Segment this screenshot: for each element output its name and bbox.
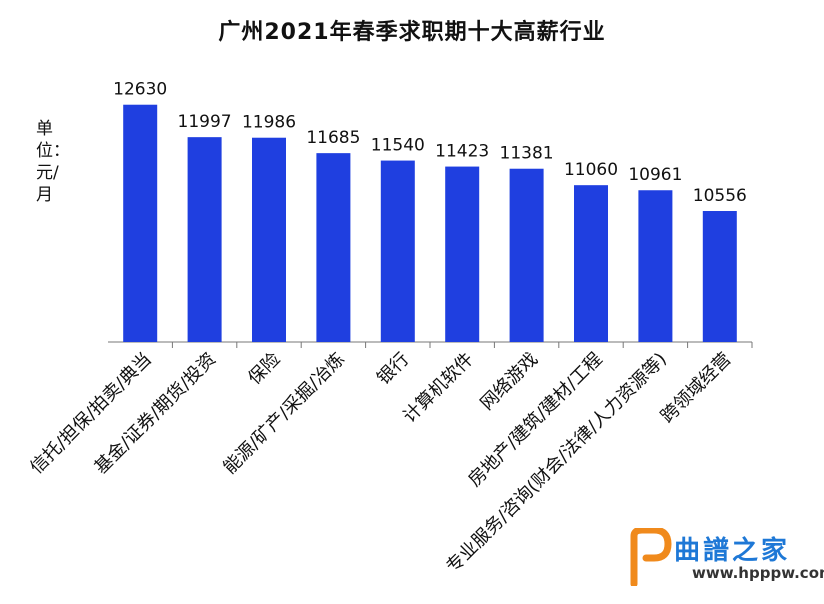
chart-title: 广州2021年春季求职期十大高薪行业 — [218, 20, 606, 45]
value-label-5: 11540 — [371, 136, 425, 156]
bar-8 — [574, 185, 608, 342]
bar-3 — [252, 137, 286, 342]
logo-text: 曲譜之家 — [674, 536, 791, 566]
category-label-1: 信托/担保/拍卖/典当 — [26, 349, 156, 479]
value-label-4: 11685 — [306, 128, 360, 148]
bar-7 — [509, 168, 544, 342]
value-label-8: 11060 — [564, 160, 618, 180]
category-label-6: 计算机软件 — [399, 349, 477, 427]
value-label-6: 11423 — [435, 142, 489, 162]
value-label-2: 11997 — [178, 112, 232, 132]
watermark-logo: 曲譜之家 www.hpppw.com — [626, 528, 824, 588]
bar-6 — [445, 166, 480, 342]
bar-5 — [380, 160, 415, 342]
value-label-10: 10556 — [693, 186, 747, 206]
category-label-5: 银行 — [373, 349, 413, 389]
logo-p-mark-icon — [630, 528, 672, 586]
value-label-7: 11381 — [500, 144, 554, 164]
value-label-9: 10961 — [628, 165, 682, 185]
bar-9 — [638, 190, 673, 342]
logo-url: www.hpppw.com — [692, 564, 824, 582]
bar-4 — [316, 153, 351, 342]
category-label-3: 保险 — [244, 349, 284, 389]
category-label-2: 基金/证券/期货/投资 — [91, 349, 221, 479]
category-label-10: 跨领域经营 — [657, 349, 735, 427]
value-label-3: 11986 — [242, 113, 296, 133]
bar-1 — [123, 104, 158, 343]
category-label-7: 网络游戏 — [476, 349, 542, 415]
bar-2 — [187, 137, 222, 342]
bar-10 — [702, 211, 737, 342]
category-label-4: 能源/矿产/采掘/冶炼 — [219, 349, 349, 479]
value-label-1: 12630 — [113, 80, 167, 100]
